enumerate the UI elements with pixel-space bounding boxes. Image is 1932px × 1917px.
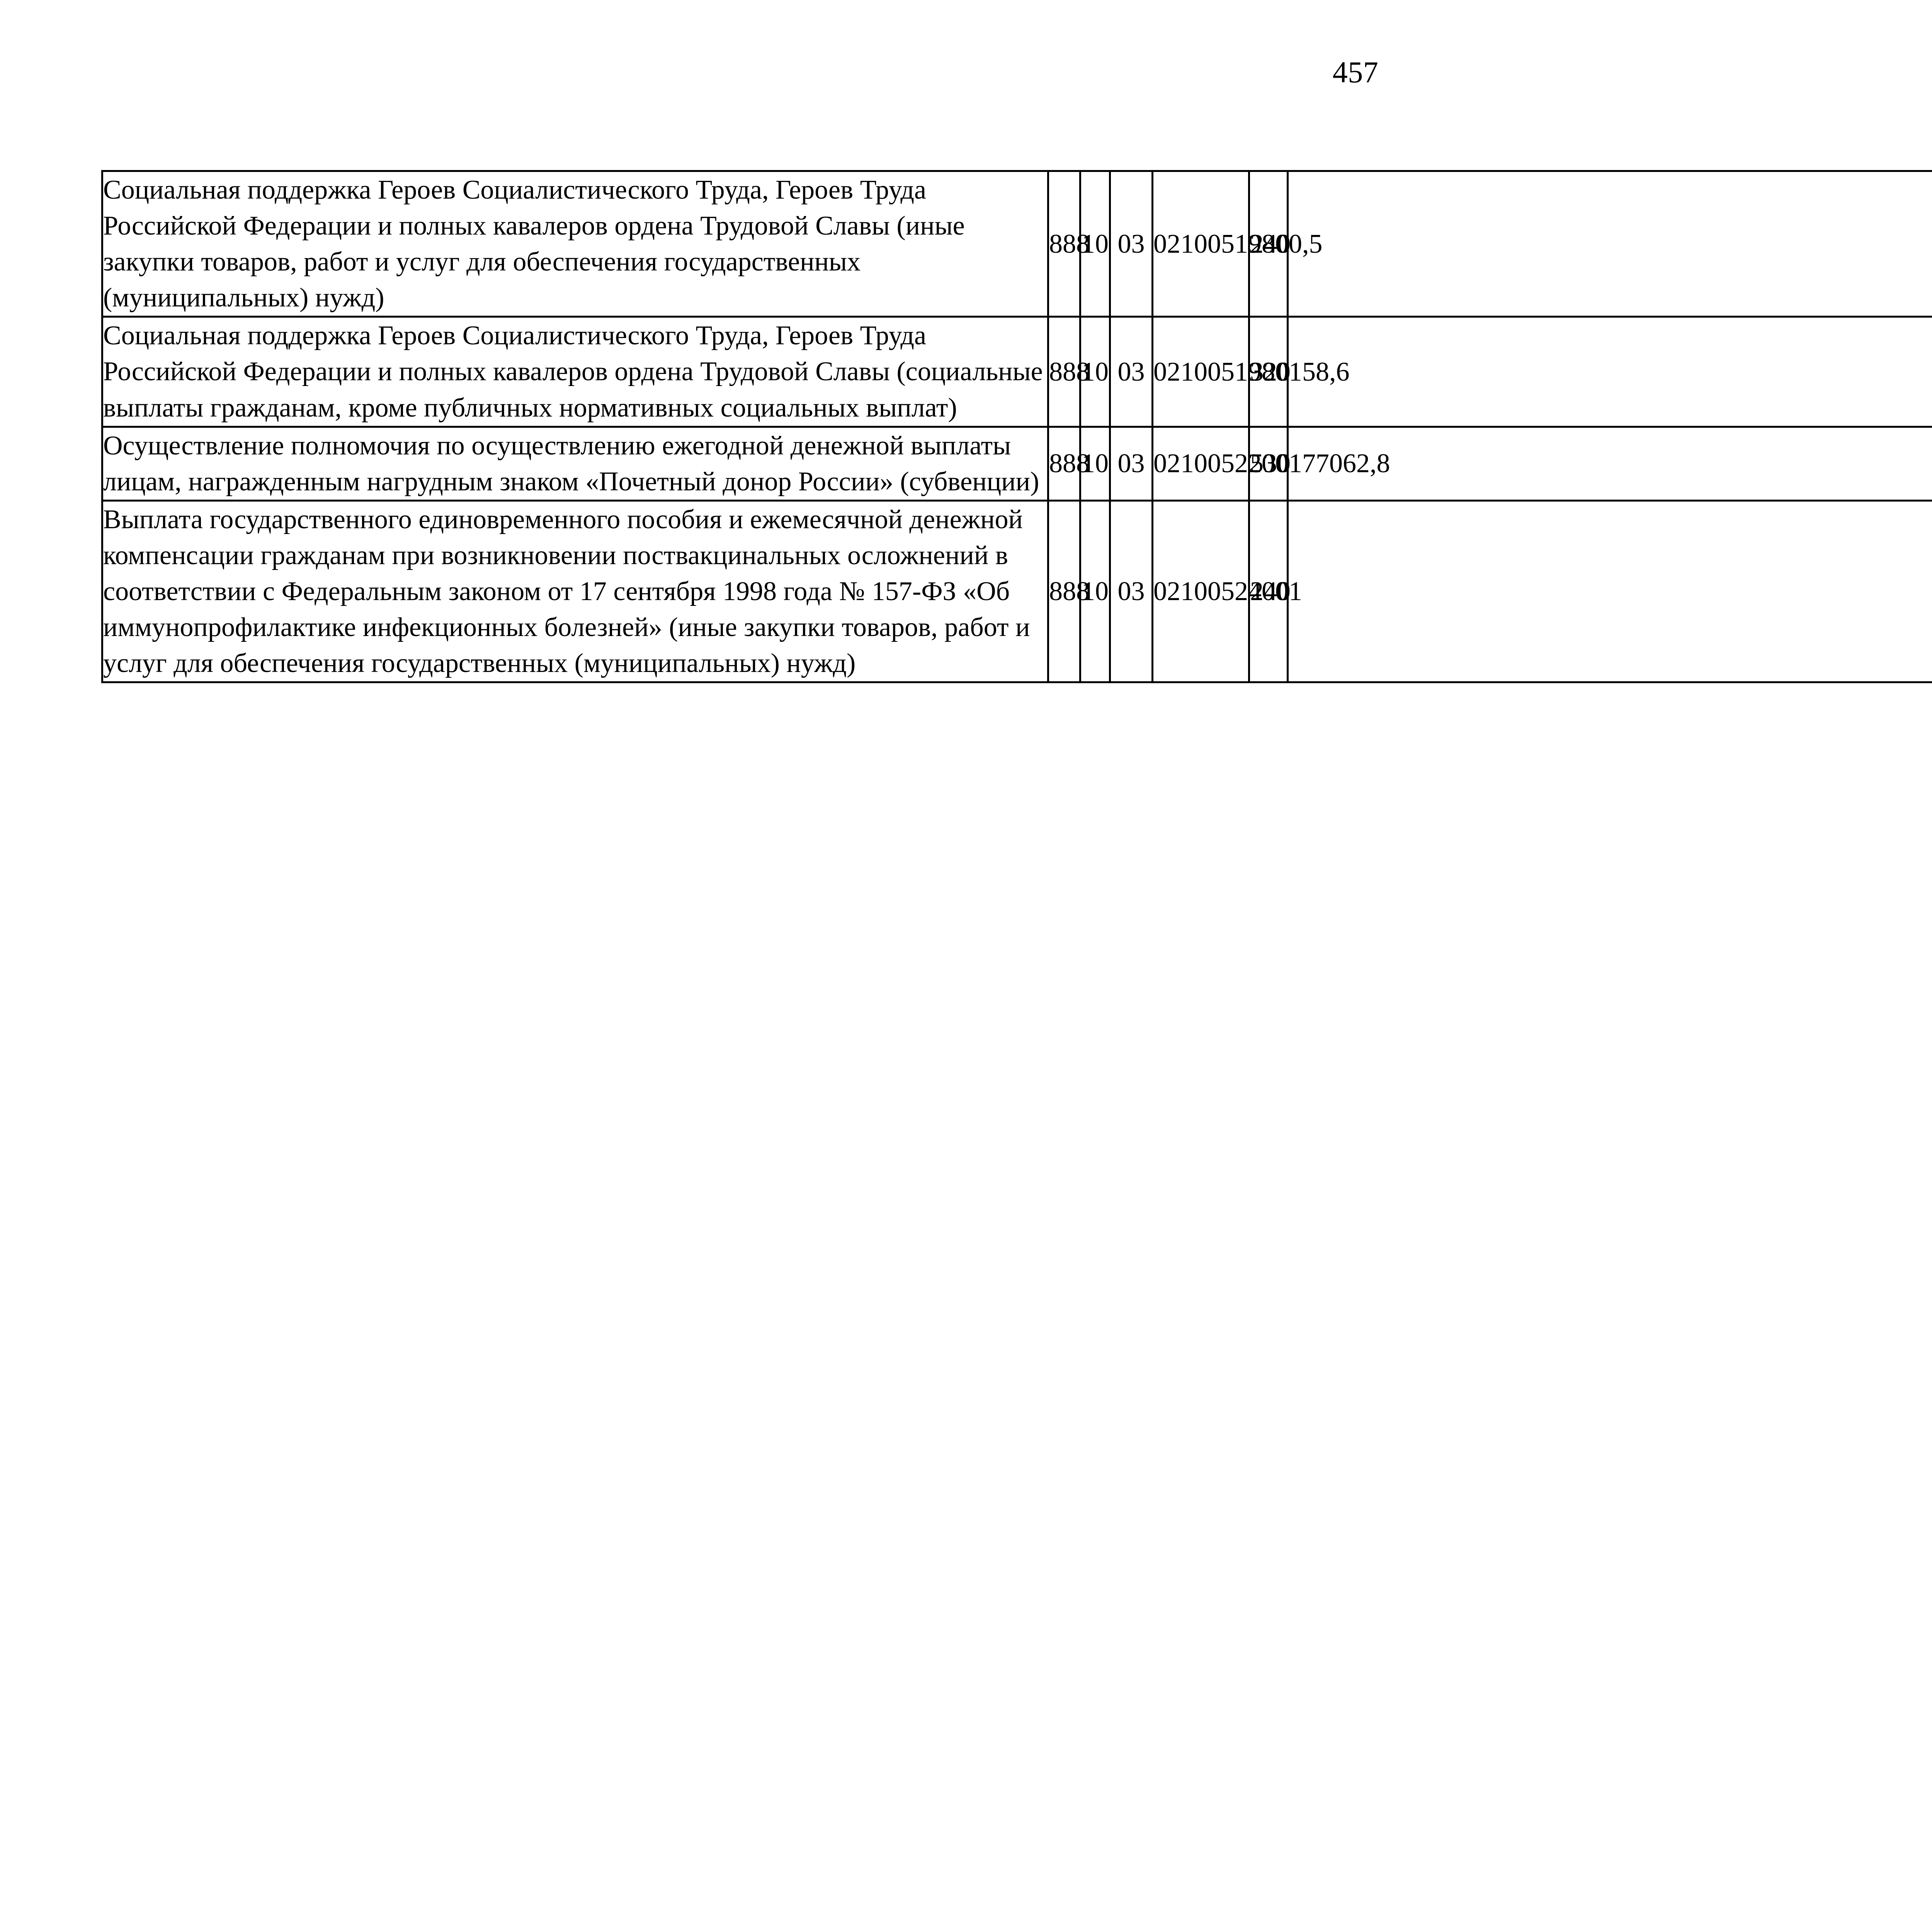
cell-razdel-code: 10 (1079, 316, 1111, 428)
cell-expenditure-name: Выплата государственного единовременного… (101, 499, 1049, 684)
cell-expense-type-code: 240 (1248, 170, 1291, 318)
cell-razdel-code: 10 (1079, 499, 1111, 684)
cell-amount-year1: 177062,8 (1287, 425, 1932, 502)
cell-podrazdel-code: 03 (1109, 499, 1153, 684)
cell-vedomstvo-code: 888 (1047, 316, 1090, 428)
cell-podrazdel-code: 03 (1109, 425, 1153, 502)
cell-expenditure-name: Осуществление полномочия по осуществлени… (101, 425, 1049, 502)
table-row: Выплата государственного единовременного… (101, 499, 1932, 684)
budget-table-container: Социальная поддержка Героев Социалистиче… (101, 170, 1932, 684)
table-row: Социальная поддержка Героев Социалистиче… (101, 316, 1932, 428)
table-row: Социальная поддержка Героев Социалистиче… (101, 170, 1932, 318)
cell-amount-year1: 158,6 (1287, 316, 1932, 428)
cell-podrazdel-code: 03 (1109, 316, 1153, 428)
cell-target-article-code: 0210051980 (1151, 170, 1289, 318)
cell-expense-type-code: 320 (1248, 316, 1291, 428)
cell-razdel-code: 10 (1079, 425, 1111, 502)
cell-amount-year1: 0,5 (1287, 170, 1932, 318)
cell-expenditure-name: Социальная поддержка Героев Социалистиче… (101, 170, 1049, 318)
page-header: 457 (0, 57, 1932, 87)
cell-amount-year1: 1 (1287, 499, 1932, 684)
cell-expenditure-name: Социальная поддержка Героев Социалистиче… (101, 316, 1049, 428)
cell-vedomstvo-code: 888 (1047, 499, 1090, 684)
cell-target-article-code: 0210052200 (1151, 425, 1289, 502)
cell-target-article-code: 0210051980 (1151, 316, 1289, 428)
cell-expense-type-code: 530 (1248, 425, 1291, 502)
cell-podrazdel-code: 03 (1109, 170, 1153, 318)
page-number: 457 (1332, 55, 1379, 89)
cell-razdel-code: 10 (1079, 170, 1111, 318)
cell-target-article-code: 0210052400 (1151, 499, 1289, 684)
cell-vedomstvo-code: 888 (1047, 425, 1090, 502)
cell-expense-type-code: 240 (1248, 499, 1291, 684)
table-row: Осуществление полномочия по осуществлени… (101, 425, 1932, 502)
cell-vedomstvo-code: 888 (1047, 170, 1090, 318)
budget-table: Социальная поддержка Героев Социалистиче… (101, 170, 1932, 684)
